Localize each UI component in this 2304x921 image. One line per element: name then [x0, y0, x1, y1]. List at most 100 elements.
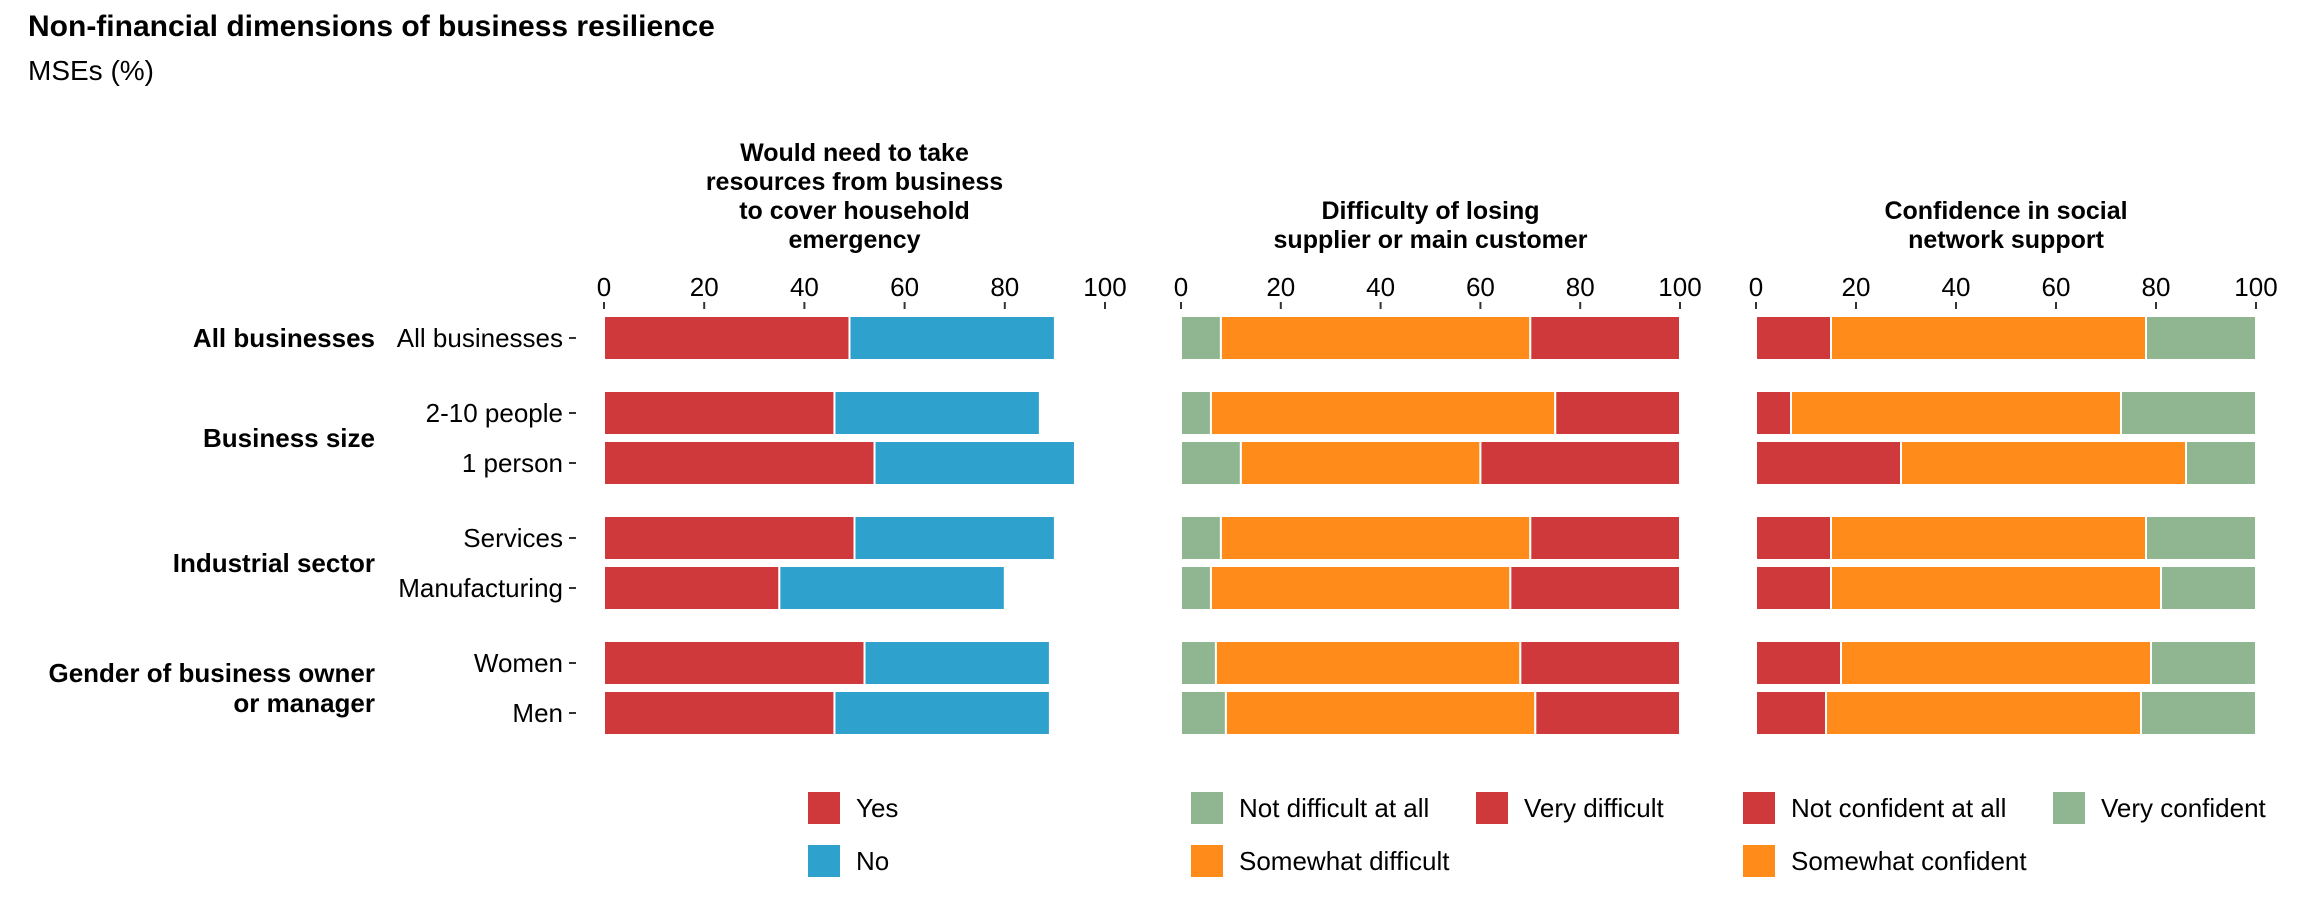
panel-title: Confidence in social network support	[1884, 197, 2127, 254]
row-label: Services	[463, 523, 563, 553]
legend-label: No	[856, 846, 889, 876]
bar-segment	[1830, 315, 2147, 361]
bar-segment	[778, 565, 1006, 611]
bar-segment	[1830, 565, 2162, 611]
legend-swatch	[1191, 845, 1223, 877]
group-label: Industrial sector	[173, 548, 375, 578]
legend-label: Very confident	[2101, 793, 2267, 823]
bar-segment	[1180, 440, 1242, 486]
bar-segment	[1755, 690, 1827, 736]
bar-segment	[1214, 640, 1522, 686]
bar-segment	[1209, 565, 1512, 611]
bar-segment	[603, 315, 851, 361]
bar-segment	[1180, 515, 1222, 561]
bar-segment	[2150, 640, 2257, 686]
bar-segment	[2120, 390, 2257, 436]
bar-segment	[1840, 640, 2152, 686]
panels: Would need to take resources from busines…	[597, 139, 2278, 736]
bar-segment	[1755, 315, 1832, 361]
bar-segment	[833, 690, 1051, 736]
group-label: Gender of business owner or manager	[48, 658, 375, 718]
panel-2: Difficulty of losing supplier or main cus…	[1174, 197, 1702, 736]
x-tick-label: 20	[690, 272, 719, 302]
bar-segment	[1219, 315, 1532, 361]
bar-segment	[1180, 565, 1212, 611]
bar-segment	[1519, 640, 1681, 686]
x-tick-label: 60	[890, 272, 919, 302]
legend-label: Somewhat confident	[1791, 846, 2027, 876]
bar-segment	[2160, 565, 2257, 611]
bar-segment	[1755, 390, 1792, 436]
x-tick-label: 100	[1658, 272, 1701, 302]
bar-segment	[1529, 515, 1682, 561]
group-label: Business size	[203, 423, 375, 453]
panel-title: Would need to take resources from busines…	[706, 139, 1003, 254]
legend-swatch	[1743, 845, 1775, 877]
bar-segment	[1509, 565, 1681, 611]
panel-title: Difficulty of losing supplier or main cus…	[1274, 197, 1588, 254]
bar-segment	[1790, 390, 2122, 436]
bar-segment	[603, 565, 781, 611]
legend-swatch	[808, 845, 840, 877]
bar-segment	[1180, 690, 1227, 736]
legend-label: Very difficult	[1524, 793, 1664, 823]
bar-segment	[2185, 440, 2257, 486]
legend-swatch	[2053, 792, 2085, 824]
legend-1: Yes No	[808, 792, 898, 877]
row-label: 1 person	[462, 448, 563, 478]
x-tick-label: 100	[2234, 272, 2277, 302]
bar-segment	[603, 440, 876, 486]
bar-segment	[1534, 690, 1682, 736]
row-label: All businesses	[397, 323, 563, 353]
group-label: All businesses	[193, 323, 375, 353]
row-labels: All businesses 2-10 people 1 person Service…	[48, 323, 576, 728]
bar-segment	[603, 690, 836, 736]
bar-segment	[1755, 640, 1842, 686]
x-tick-label: 80	[2142, 272, 2171, 302]
bar-segment	[873, 440, 1076, 486]
legend-swatch	[1191, 792, 1223, 824]
bar-segment	[1180, 640, 1217, 686]
bar-segment	[1219, 515, 1532, 561]
legends: Yes No Not difficult at all Very difficult S…	[808, 792, 2267, 877]
bar-segment	[833, 390, 1041, 436]
legend-swatch	[1743, 792, 1775, 824]
chart-subtitle: MSEs (%)	[28, 55, 154, 86]
bar-segment	[1755, 565, 1832, 611]
x-tick-label: 60	[1466, 272, 1495, 302]
x-tick-label: 0	[1174, 272, 1188, 302]
bar-segment	[2145, 315, 2257, 361]
bar-segment	[603, 515, 856, 561]
legend-label: Not difficult at all	[1239, 793, 1429, 823]
x-tick-label: 40	[1366, 272, 1395, 302]
bar-segment	[1224, 690, 1537, 736]
bar-segment	[1830, 515, 2147, 561]
bar-segment	[1180, 390, 1212, 436]
bar-segment	[1825, 690, 2142, 736]
bar-segment	[1479, 440, 1682, 486]
panel-1: Would need to take resources from busines…	[597, 139, 1127, 736]
bar-segment	[603, 390, 836, 436]
legend-3: Not confident at all Very confident Somewh…	[1743, 792, 2267, 877]
bar-segment	[1900, 440, 2187, 486]
bar-segment	[1529, 315, 1682, 361]
x-tick-label: 0	[1749, 272, 1763, 302]
legend-label: Somewhat difficult	[1239, 846, 1450, 876]
x-tick-label: 0	[597, 272, 611, 302]
bar-segment	[1239, 440, 1482, 486]
bar-segment	[853, 515, 1056, 561]
bar-segment	[1554, 390, 1681, 436]
legend-swatch	[1476, 792, 1508, 824]
row-label: Women	[474, 648, 563, 678]
bar-segment	[863, 640, 1051, 686]
x-tick-label: 80	[1566, 272, 1595, 302]
row-label: Manufacturing	[398, 573, 563, 603]
x-tick-label: 80	[990, 272, 1019, 302]
row-label: 2-10 people	[426, 398, 563, 428]
bar-segment	[848, 315, 1056, 361]
bar-segment	[603, 640, 866, 686]
chart-title: Non-financial dimensions of business res…	[28, 10, 715, 43]
x-tick-label: 100	[1083, 272, 1126, 302]
legend-label: Yes	[856, 793, 898, 823]
